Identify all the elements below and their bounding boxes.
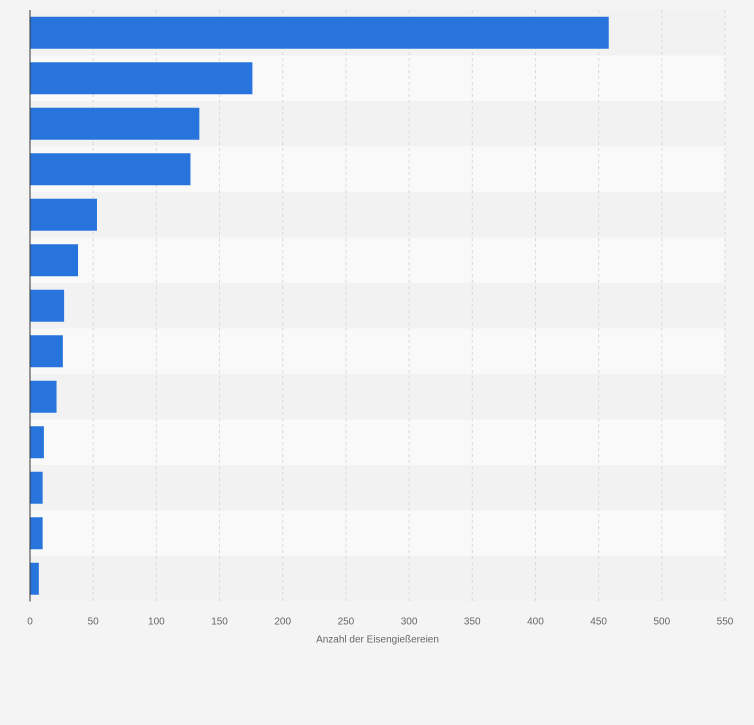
bar[interactable] — [30, 198, 97, 231]
row-band — [30, 556, 725, 602]
bars — [30, 16, 609, 595]
x-tick-label: 150 — [211, 617, 228, 628]
bar[interactable] — [30, 517, 43, 550]
bar[interactable] — [30, 289, 65, 322]
row-band — [30, 283, 725, 329]
x-tick-label: 450 — [590, 617, 607, 628]
row-bands — [30, 10, 725, 602]
bar[interactable] — [30, 16, 609, 49]
bar[interactable] — [30, 380, 57, 413]
row-band — [30, 465, 725, 511]
row-band — [30, 237, 725, 283]
row-band — [30, 419, 725, 465]
x-tick-label: 0 — [27, 617, 33, 628]
bar[interactable] — [30, 153, 191, 186]
bar[interactable] — [30, 107, 200, 140]
x-tick-label: 300 — [401, 617, 418, 628]
x-tick-label: 200 — [274, 617, 291, 628]
bar[interactable] — [30, 335, 63, 368]
x-axis-label: Anzahl der Eisengießereien — [316, 635, 439, 646]
bar[interactable] — [30, 62, 253, 95]
bar[interactable] — [30, 562, 39, 595]
x-tick-label: 400 — [527, 617, 544, 628]
x-tick-label: 100 — [148, 617, 165, 628]
x-tick-labels: 0 50 100 150 200 250 300 350 400 450 500 550 — [27, 617, 734, 628]
gridlines — [92, 10, 726, 602]
x-tick-label: 550 — [717, 617, 734, 628]
x-tick-label: 250 — [338, 617, 355, 628]
x-tick-label: 350 — [464, 617, 481, 628]
row-band — [30, 510, 725, 556]
row-band — [30, 374, 725, 420]
bar[interactable] — [30, 244, 79, 277]
bar[interactable] — [30, 471, 43, 504]
row-band — [30, 192, 725, 238]
x-tick-label: 50 — [88, 617, 100, 628]
row-band — [30, 328, 725, 374]
bar[interactable] — [30, 426, 44, 459]
x-tick-label: 500 — [653, 617, 670, 628]
